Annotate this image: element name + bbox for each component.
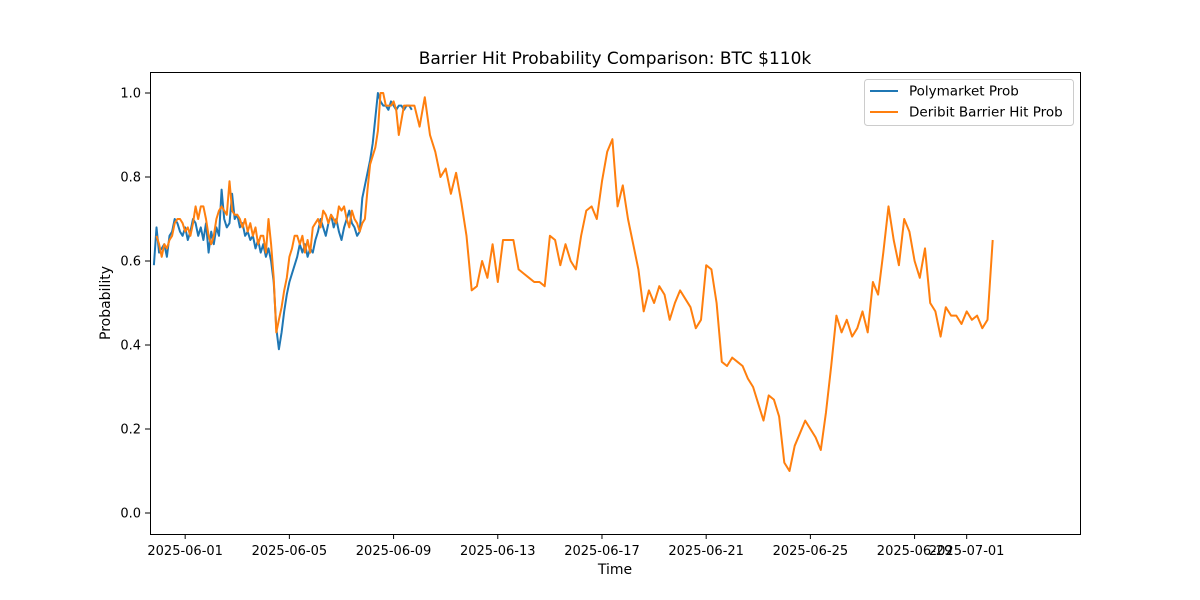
y-tick-label: 0.2: [120, 423, 141, 438]
x-tick-label: 2025-06-29: [877, 544, 953, 559]
x-tick-label: 2025-06-21: [668, 544, 744, 559]
legend: Polymarket Prob Deribit Barrier Hit Prob: [864, 79, 1074, 126]
series-layer: [152, 92, 994, 472]
legend-label-deribit: Deribit Barrier Hit Prob: [909, 105, 1063, 121]
legend-box: [864, 79, 1074, 126]
x-axis-title: Time: [597, 562, 632, 578]
y-axis: 0.0 0.2 0.4 0.6 0.8 1.0: [120, 87, 150, 522]
series-line-polymarket: [152, 92, 413, 351]
x-tick-label: 2025-06-25: [773, 544, 849, 559]
x-tick-label: 2025-07-01: [929, 544, 1005, 559]
x-tick-label: 2025-06-13: [460, 544, 536, 559]
chart-title: Barrier Hit Probability Comparison: BTC …: [419, 49, 812, 69]
y-tick-label: 1.0: [120, 87, 141, 102]
y-axis-title: Probability: [98, 266, 114, 340]
legend-label-polymarket: Polymarket Prob: [909, 84, 1019, 100]
y-tick-label: 0.8: [120, 171, 141, 186]
x-tick-label: 2025-06-17: [564, 544, 640, 559]
x-tick-label: 2025-06-09: [356, 544, 432, 559]
y-tick-label: 0.0: [120, 507, 141, 522]
x-axis: 2025-06-01 2025-06-05 2025-06-09 2025-06-13…: [147, 534, 1004, 559]
x-tick-label: 2025-06-01: [147, 544, 223, 559]
x-tick-label: 2025-06-05: [252, 544, 328, 559]
plot-frame: [150, 72, 1081, 535]
series-line-deribit: [155, 92, 994, 472]
y-tick-label: 0.6: [120, 255, 141, 270]
y-tick-label: 0.4: [120, 339, 141, 354]
